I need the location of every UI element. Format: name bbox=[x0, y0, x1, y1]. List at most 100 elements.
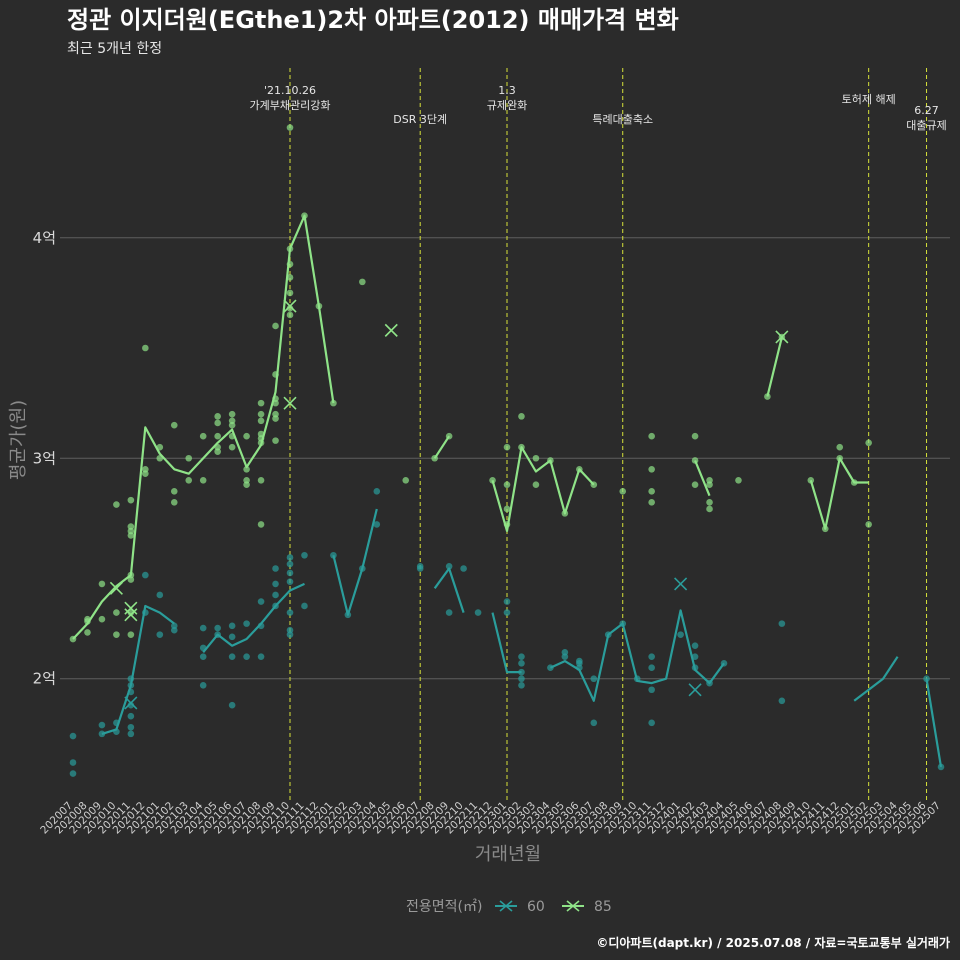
data-point bbox=[561, 653, 569, 660]
event-label: 특례대출축소 bbox=[592, 113, 653, 126]
legend-title: 전용면적(㎡) bbox=[406, 899, 482, 915]
data-point bbox=[691, 432, 699, 440]
data-point bbox=[286, 289, 294, 297]
data-point bbox=[170, 488, 178, 495]
data-point bbox=[84, 629, 91, 636]
data-point bbox=[156, 591, 164, 599]
data-point bbox=[142, 344, 149, 352]
data-point bbox=[445, 609, 453, 616]
x-marker bbox=[124, 696, 138, 710]
data-point bbox=[113, 631, 120, 638]
data-point bbox=[272, 437, 279, 444]
x-marker bbox=[775, 330, 789, 344]
data-point bbox=[214, 413, 221, 420]
data-point bbox=[170, 626, 178, 634]
data-point bbox=[590, 719, 598, 727]
data-point bbox=[69, 732, 77, 740]
data-point bbox=[156, 631, 164, 638]
data-point bbox=[243, 653, 250, 660]
data-point bbox=[185, 477, 193, 484]
data-point bbox=[286, 560, 294, 568]
data-point bbox=[937, 763, 945, 771]
data-point bbox=[185, 454, 193, 462]
data-point bbox=[127, 723, 135, 731]
data-point bbox=[199, 477, 207, 484]
series-60 bbox=[69, 488, 945, 777]
data-point bbox=[286, 578, 294, 586]
data-point bbox=[243, 620, 250, 627]
data-point bbox=[142, 470, 149, 477]
data-point bbox=[257, 477, 265, 484]
data-point bbox=[214, 624, 221, 632]
event-label: DSR 3단계 bbox=[393, 113, 447, 126]
x-marker bbox=[674, 577, 688, 591]
x-marker bbox=[283, 299, 297, 313]
event-label: '21.10.26 bbox=[264, 84, 316, 97]
data-point bbox=[199, 653, 207, 660]
legend-label: 85 bbox=[594, 899, 612, 915]
data-point bbox=[228, 421, 236, 429]
data-point bbox=[301, 602, 308, 610]
data-point bbox=[518, 660, 525, 667]
data-point bbox=[257, 399, 265, 407]
data-point bbox=[243, 432, 250, 440]
data-point bbox=[243, 481, 250, 489]
series-line bbox=[101, 508, 943, 768]
data-point bbox=[228, 443, 236, 451]
event-label: 6.27 bbox=[914, 104, 939, 117]
data-point bbox=[127, 631, 135, 638]
data-point bbox=[98, 721, 106, 729]
x-marker bbox=[124, 608, 138, 622]
y-tick-label: 2억 bbox=[33, 670, 56, 688]
x-tick-labels: 2020072020082020092020102020112020122021… bbox=[38, 799, 943, 836]
data-point bbox=[127, 730, 135, 738]
data-point bbox=[199, 624, 207, 632]
x-marker bbox=[384, 323, 398, 337]
data-point bbox=[778, 697, 786, 705]
data-point bbox=[532, 481, 540, 489]
data-point bbox=[272, 565, 279, 572]
data-point bbox=[503, 443, 511, 451]
data-point bbox=[257, 521, 265, 528]
data-point bbox=[228, 633, 236, 641]
data-point bbox=[113, 609, 120, 616]
data-point bbox=[518, 413, 525, 420]
data-point bbox=[691, 642, 699, 649]
data-point bbox=[706, 505, 713, 513]
data-point bbox=[764, 393, 771, 400]
data-point bbox=[445, 562, 453, 570]
y-axis-title: 평균가(원) bbox=[8, 400, 29, 480]
data-point bbox=[865, 521, 872, 528]
chart-subtitle: 최근 5개년 한정 bbox=[67, 41, 162, 57]
y-tick-labels: 2억 3억 4억 bbox=[33, 229, 56, 688]
data-point bbox=[286, 311, 294, 319]
legend-item-85: 85 bbox=[562, 899, 612, 915]
data-point bbox=[706, 481, 713, 489]
data-point bbox=[518, 675, 525, 683]
data-point bbox=[735, 477, 742, 484]
data-point bbox=[648, 432, 655, 440]
data-point bbox=[648, 664, 655, 672]
data-point bbox=[243, 465, 250, 473]
x-marker bbox=[688, 683, 702, 697]
data-point bbox=[677, 631, 684, 638]
data-point bbox=[590, 675, 598, 683]
event-label: 1.3 bbox=[498, 84, 516, 97]
data-point bbox=[69, 770, 77, 777]
data-point bbox=[503, 481, 511, 489]
data-point bbox=[286, 631, 294, 638]
data-point bbox=[257, 653, 265, 660]
data-point bbox=[286, 554, 294, 561]
event-label: 토허제 해제 bbox=[842, 92, 896, 106]
data-point bbox=[648, 719, 655, 727]
legend-item-60: 60 bbox=[495, 899, 545, 915]
data-point bbox=[836, 443, 844, 451]
legend-key-marker bbox=[566, 900, 580, 912]
data-point bbox=[416, 565, 424, 572]
data-point bbox=[69, 759, 77, 766]
data-point bbox=[330, 551, 337, 559]
source-caption: ©디아파트(dapt.kr) / 2025.07.08 / 자료=국토교통부 실… bbox=[596, 935, 950, 950]
